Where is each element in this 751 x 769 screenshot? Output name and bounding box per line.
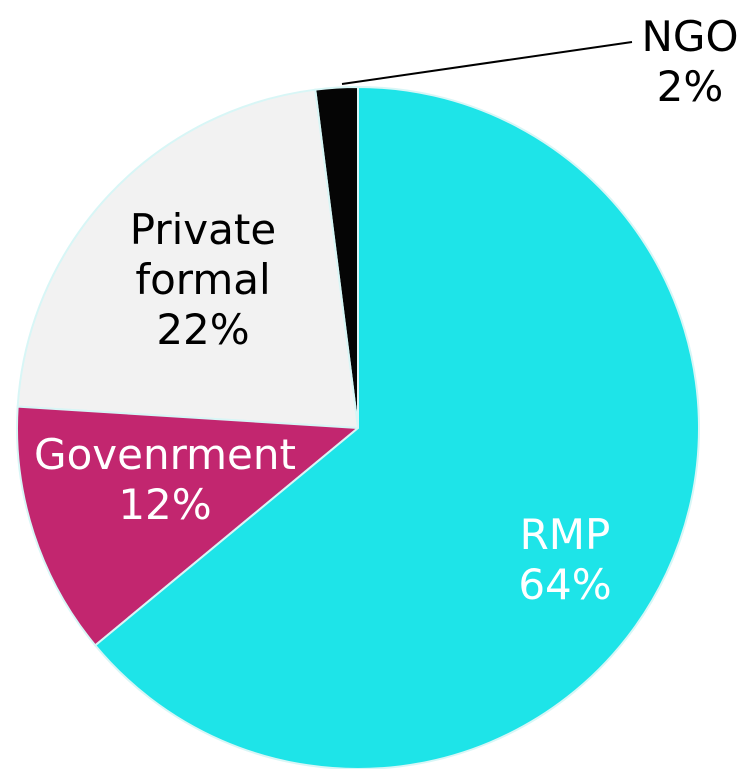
- pie-slice: [16, 405, 361, 647]
- value-label: 12%: [118, 480, 212, 529]
- slice-label: NGO 2%: [620, 12, 751, 112]
- category-label: RMP: [519, 510, 611, 559]
- slice-label: Govenrment 12%: [15, 430, 315, 530]
- value-label: 64%: [518, 560, 612, 609]
- slice-label: RMP 64%: [465, 510, 665, 610]
- leader-line: [341, 41, 633, 85]
- value-label: 22%: [156, 305, 250, 354]
- value-label: 2%: [656, 62, 724, 111]
- slice-label: Private formal 22%: [103, 205, 303, 355]
- pie-slice: [93, 85, 700, 769]
- pie-slice: [16, 88, 360, 430]
- category-label: Govenrment: [34, 430, 296, 479]
- category-label: Private formal: [129, 205, 277, 304]
- category-label: NGO: [641, 12, 739, 61]
